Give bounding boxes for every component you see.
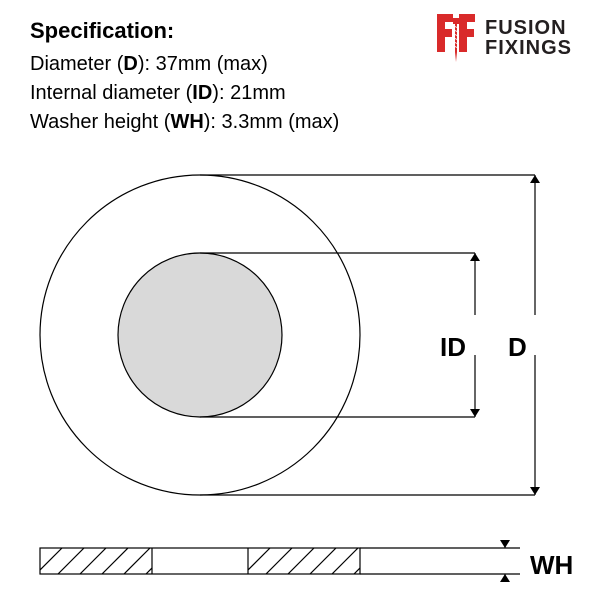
spec-code: ID — [192, 82, 212, 104]
spec-title: Specification: — [30, 18, 339, 44]
spec-line-internal-diameter: Internal diameter (ID): 21mm — [30, 79, 339, 108]
dimension-label-d: D — [508, 332, 527, 363]
spec-label: Washer height ( — [30, 111, 170, 133]
side-view-svg — [0, 540, 600, 585]
brand-logo: FUSION FIXINGS — [435, 12, 572, 64]
spec-line-diameter: Diameter (D): 37mm (max) — [30, 50, 339, 79]
logo-text: FUSION FIXINGS — [485, 18, 572, 58]
logo-word-1: FUSION — [485, 18, 572, 38]
top-view-diagram: ID D — [0, 170, 600, 530]
spec-line-washer-height: Washer height (WH): 3.3mm (max) — [30, 108, 339, 137]
specification-block: Specification: Diameter (D): 37mm (max) … — [30, 18, 339, 137]
spec-value: 37mm (max) — [156, 53, 268, 75]
spec-label2: ): — [138, 53, 156, 75]
spec-label: Internal diameter ( — [30, 82, 192, 104]
logo-word-2: FIXINGS — [485, 38, 572, 58]
side-view-diagram: WH — [0, 540, 600, 585]
logo-icon — [435, 12, 479, 64]
spec-value: 3.3mm (max) — [222, 111, 340, 133]
dimension-label-wh: WH — [530, 550, 573, 581]
spec-label: Diameter ( — [30, 53, 123, 75]
spec-label2: ): — [212, 82, 230, 104]
spec-code: D — [123, 53, 137, 75]
spec-value: 21mm — [230, 82, 286, 104]
spec-label2: ): — [204, 111, 222, 133]
spec-code: WH — [170, 111, 203, 133]
dimension-label-id: ID — [440, 332, 466, 363]
